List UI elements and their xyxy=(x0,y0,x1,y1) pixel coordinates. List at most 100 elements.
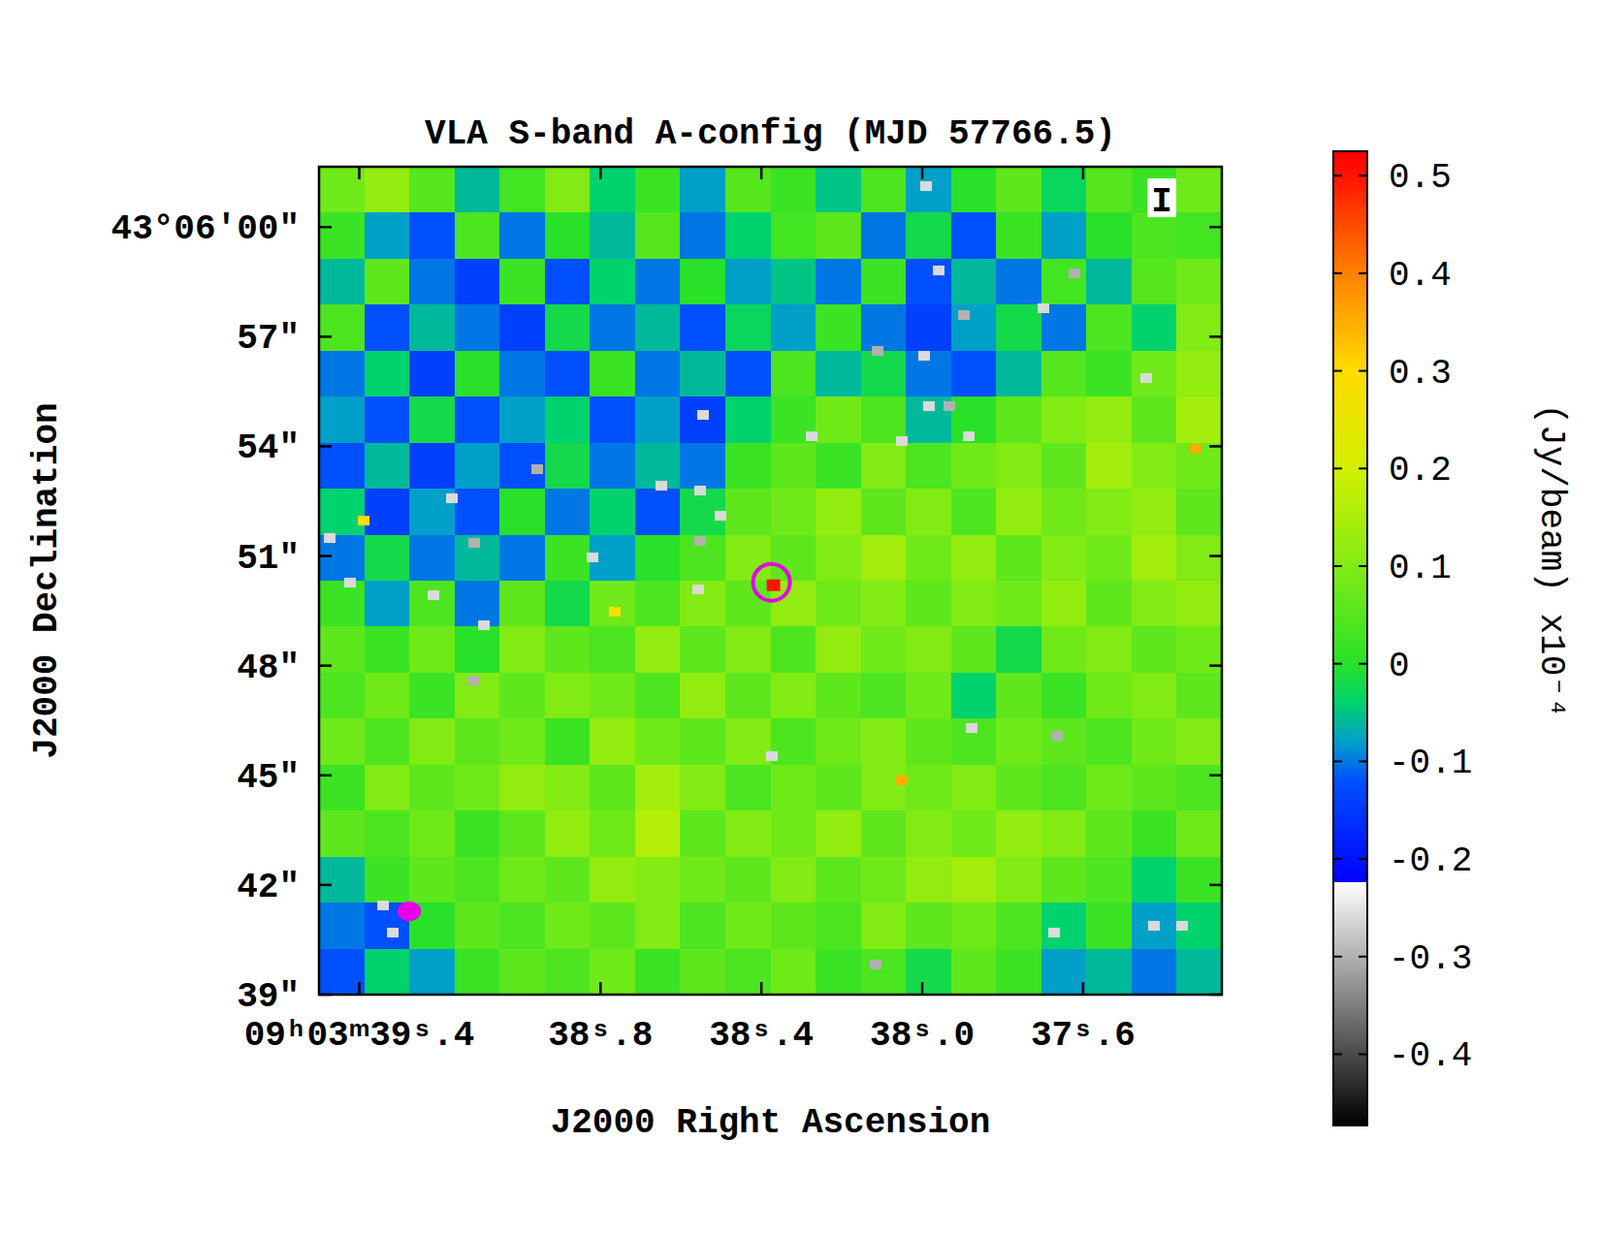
cell xyxy=(995,351,1042,398)
cell xyxy=(454,765,501,812)
cell xyxy=(1041,857,1088,904)
pixel-spot xyxy=(446,493,458,504)
cell xyxy=(770,304,817,352)
cell xyxy=(770,902,817,950)
cell xyxy=(1176,718,1222,766)
x-tick-label: 09ʰ03ᵐ39ˢ.4 xyxy=(244,1016,476,1056)
cell xyxy=(1086,212,1132,259)
cell xyxy=(364,258,411,306)
plot-background xyxy=(319,166,1222,995)
plot-area xyxy=(319,166,1222,995)
colorbar-tick-label: 0 xyxy=(1388,646,1410,687)
cell xyxy=(635,580,681,628)
cell xyxy=(635,304,681,352)
y-tick-label: 51″ xyxy=(236,539,300,579)
cell xyxy=(770,857,817,904)
cell xyxy=(364,857,411,904)
cell xyxy=(589,212,636,259)
colorbar-tick xyxy=(1358,272,1368,275)
colorbar-tick xyxy=(1358,858,1368,861)
cell xyxy=(409,535,455,582)
cell xyxy=(364,672,411,720)
cell xyxy=(319,672,365,720)
pixel-spot xyxy=(920,181,932,192)
colorbar-tick xyxy=(1358,467,1368,470)
cell xyxy=(1176,580,1222,628)
cell xyxy=(1131,304,1178,352)
pixel-spot xyxy=(766,751,778,762)
cell xyxy=(951,443,997,490)
cell xyxy=(995,672,1042,720)
cell xyxy=(454,580,501,628)
cell xyxy=(815,765,862,812)
cell xyxy=(951,166,997,214)
cell xyxy=(589,765,636,812)
cell xyxy=(1176,857,1222,904)
cell xyxy=(589,351,636,398)
cell xyxy=(1176,626,1222,673)
cell xyxy=(635,166,681,214)
cell xyxy=(725,535,771,582)
cell xyxy=(454,810,501,858)
cell xyxy=(951,626,997,673)
cell xyxy=(725,258,771,306)
cell xyxy=(995,810,1042,858)
cell xyxy=(815,212,862,259)
colorbar-tick xyxy=(1358,1053,1368,1056)
cell xyxy=(1176,488,1222,536)
y-tick xyxy=(319,554,332,558)
pixel-spot xyxy=(1048,928,1060,938)
colorbar-tick-label: 0.2 xyxy=(1388,450,1452,491)
cell xyxy=(319,902,365,950)
cell xyxy=(1131,765,1178,812)
cell xyxy=(905,672,952,720)
cell xyxy=(544,765,591,812)
cell xyxy=(725,166,771,214)
cell xyxy=(679,166,726,214)
cell xyxy=(544,443,591,490)
cell xyxy=(635,949,681,995)
cell xyxy=(995,626,1042,673)
pixel-spot xyxy=(608,607,621,617)
pixel-spot xyxy=(344,577,356,588)
cell xyxy=(725,857,771,904)
colorbar-tick xyxy=(1333,467,1343,470)
colorbar-tick-label: 0.1 xyxy=(1388,548,1452,589)
cell xyxy=(951,488,997,536)
pixel-spot xyxy=(714,511,727,521)
cell xyxy=(499,810,545,858)
y-tick-label: 39″ xyxy=(236,977,300,1018)
cell xyxy=(815,351,862,398)
cell xyxy=(815,718,862,766)
cell xyxy=(409,857,455,904)
cell xyxy=(1131,626,1178,673)
cell xyxy=(319,304,365,352)
cell xyxy=(725,443,771,490)
cell xyxy=(725,580,771,628)
cell xyxy=(951,949,997,995)
cell xyxy=(454,857,501,904)
cell xyxy=(1176,443,1222,490)
cell xyxy=(364,580,411,628)
x-tick-label: 38ˢ.8 xyxy=(547,1016,653,1056)
cell xyxy=(635,857,681,904)
cell xyxy=(454,351,501,398)
y-tick-right xyxy=(1209,774,1222,778)
cell xyxy=(1041,810,1088,858)
cell xyxy=(770,396,817,444)
cell xyxy=(815,396,862,444)
cell xyxy=(995,304,1042,352)
cell xyxy=(1086,810,1132,858)
cell xyxy=(499,304,545,352)
cell xyxy=(861,258,907,306)
cell xyxy=(951,810,997,858)
cell xyxy=(499,396,545,444)
pixel-spot xyxy=(692,584,704,595)
cell xyxy=(409,949,455,995)
cell xyxy=(905,166,952,214)
cell xyxy=(995,718,1042,766)
y-tick-right xyxy=(1209,993,1222,997)
pixel-spot xyxy=(694,485,706,496)
cell xyxy=(905,718,952,766)
cell xyxy=(679,718,726,766)
